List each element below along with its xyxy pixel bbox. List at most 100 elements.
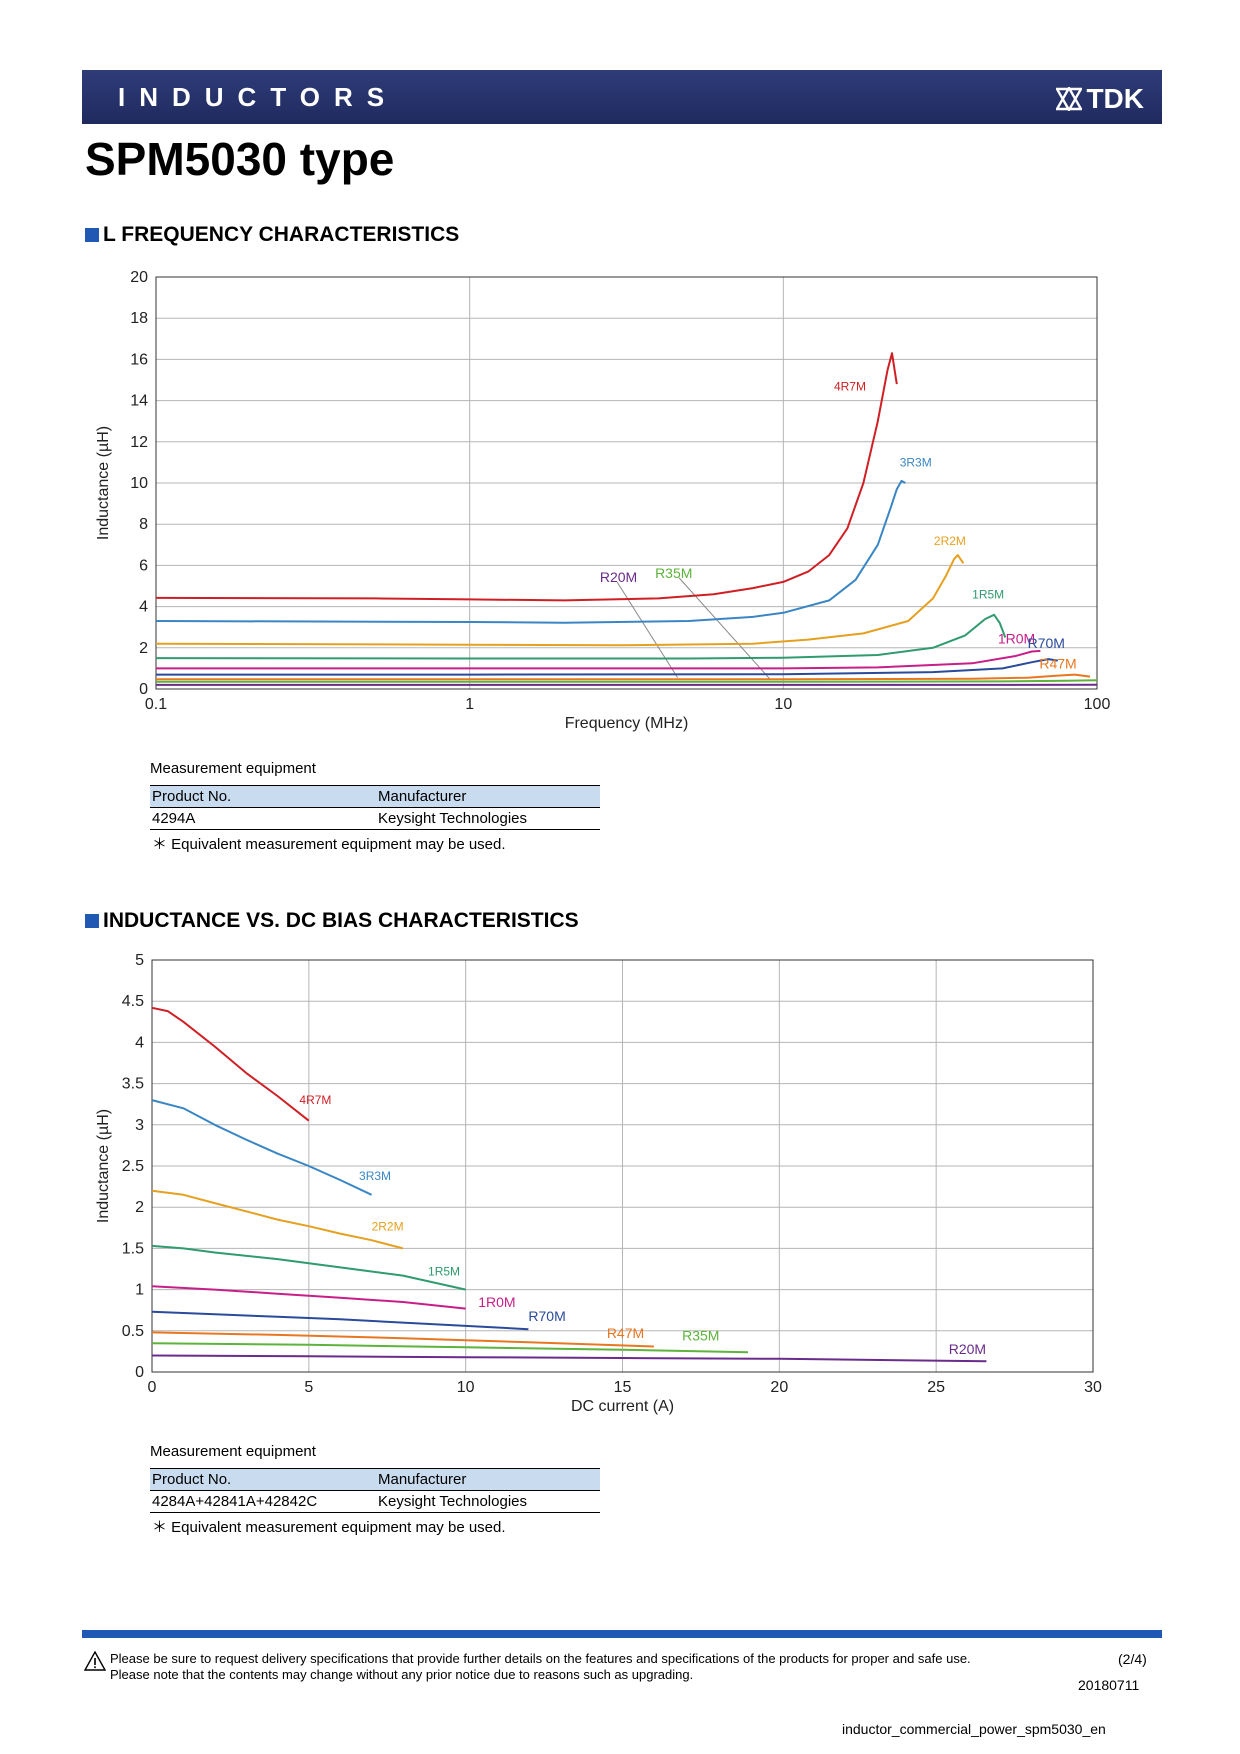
x-tick-label: 100 xyxy=(1084,696,1111,713)
manufacturer-cell: Keysight Technologies xyxy=(376,807,600,830)
series-label-r47m: R47M xyxy=(607,1325,644,1341)
page-title: SPM5030 type xyxy=(85,133,395,185)
equipment-caption: Measurement equipment xyxy=(150,1443,316,1460)
y-tick-label: 12 xyxy=(130,434,148,451)
series-label-r70m: R70M xyxy=(528,1308,565,1324)
footer-notice: Please be sure to request delivery speci… xyxy=(84,1651,971,1683)
notice-line-1: Please be sure to request delivery speci… xyxy=(110,1651,971,1666)
series-line-r70m xyxy=(156,658,1058,676)
document-filename: inductor_commercial_power_spm5030_en xyxy=(842,1721,1106,1737)
series-label-4r7m: 4R7M xyxy=(834,379,866,393)
y-tick-label: 14 xyxy=(130,393,148,410)
y-tick-label: 0 xyxy=(135,1364,144,1381)
y-axis-label: Inductance (µH) xyxy=(95,1109,112,1223)
y-tick-label: 6 xyxy=(139,557,148,574)
dc-bias-chart: 0 0.5 1 1.5 2 2.5 3 3.5 4 4.5 5 0 5 10 15 20 25 30 DC curr… xyxy=(95,952,1102,1415)
series-line-r35m xyxy=(156,679,1098,683)
x-tick-label: 0.1 xyxy=(145,696,167,713)
x-tick-label: 15 xyxy=(614,1379,632,1396)
series-label-1r0m: 1R0M xyxy=(478,1294,515,1310)
series-label-1r0m: 1R0M xyxy=(998,631,1035,647)
table-row: 4284A+42841A+42842C Keysight Technologie… xyxy=(150,1490,600,1513)
y-tick-label: 4.5 xyxy=(122,993,144,1010)
warning-icon xyxy=(84,1651,106,1671)
series-label-4r7m: 4R7M xyxy=(299,1093,331,1107)
series-line-4r7m xyxy=(151,1006,310,1122)
equipment-table: Product No. Manufacturer 4294A Keysight … xyxy=(150,785,600,830)
x-tick-label: 5 xyxy=(304,1379,313,1396)
series-line-r70m xyxy=(151,1310,529,1331)
series-line-3r3m xyxy=(155,479,906,624)
section-title-dc-bias: INDUCTANCE VS. DC BIAS CHARACTERISTICS xyxy=(85,909,579,933)
series-line-1r0m xyxy=(156,649,1041,670)
leader-line xyxy=(616,581,678,678)
series-label-2r2m: 2R2M xyxy=(934,534,966,548)
table-row: 4294A Keysight Technologies xyxy=(150,807,600,830)
series-line-r47m xyxy=(151,1331,654,1348)
x-tick-label: 0 xyxy=(148,1379,157,1396)
series-label-3r3m: 3R3M xyxy=(900,456,932,470)
x-tick-label: 10 xyxy=(774,696,792,713)
series-label-1r5m: 1R5M xyxy=(972,587,1004,601)
series-line-r35m xyxy=(151,1342,749,1354)
header-band: INDUCTORS TDK xyxy=(82,70,1162,124)
series-label-3r3m: 3R3M xyxy=(359,1169,391,1183)
series-label-2r2m: 2R2M xyxy=(372,1219,404,1233)
y-axis-label: Inductance (µH) xyxy=(95,426,112,540)
x-tick-label: 25 xyxy=(927,1379,945,1396)
y-tick-label: 8 xyxy=(139,516,148,533)
y-tick-label: 2.5 xyxy=(122,1158,144,1175)
y-tick-label: 3.5 xyxy=(122,1076,144,1093)
document-date: 20180711 xyxy=(1078,1677,1140,1693)
notice-line-2: Please note that the contents may change… xyxy=(110,1667,694,1682)
frequency-chart: 0 2 4 6 8 10 12 14 16 18 20 0.1 1 10 100 Frequency (MHz… xyxy=(95,269,1111,732)
series-label-r20m: R20M xyxy=(600,569,637,585)
y-tick-label: 0.5 xyxy=(122,1323,144,1340)
plot-frame xyxy=(155,276,1098,690)
series-line-r20m xyxy=(151,1354,987,1363)
page-number: (2/4) xyxy=(1118,1651,1147,1667)
y-tick-label: 3 xyxy=(135,1117,144,1134)
manufacturer-cell: Keysight Technologies xyxy=(376,1490,600,1513)
x-axis-label: Frequency (MHz) xyxy=(565,715,689,732)
footer-bar xyxy=(82,1630,1162,1638)
y-tick-label: 4 xyxy=(135,1034,144,1051)
series-line-1r5m xyxy=(155,613,1007,660)
plot-frame xyxy=(151,959,1094,1373)
series-line-2r2m xyxy=(155,554,965,647)
section-title-text: L FREQUENCY CHARACTERISTICS xyxy=(103,223,460,246)
series-label-r70m: R70M xyxy=(1028,635,1065,651)
series-label-1r5m: 1R5M xyxy=(428,1265,460,1279)
y-tick-label: 2 xyxy=(135,1199,144,1216)
column-header-product: Product No. xyxy=(150,1468,376,1491)
product-cell: 4294A xyxy=(150,807,376,830)
product-cell: 4284A+42841A+42842C xyxy=(150,1490,376,1513)
series-label-r20m: R20M xyxy=(949,1341,986,1357)
section-marker-icon xyxy=(85,228,99,242)
y-tick-label: 1 xyxy=(135,1282,144,1299)
y-tick-label: 16 xyxy=(130,351,148,368)
series-line-4r7m xyxy=(155,352,898,602)
series-line-1r5m xyxy=(151,1244,466,1291)
brand-name: TDK xyxy=(1086,83,1144,114)
y-tick-label: 18 xyxy=(130,310,148,327)
column-header-manufacturer: Manufacturer xyxy=(376,1468,600,1491)
section-marker-icon xyxy=(85,914,99,928)
x-tick-label: 20 xyxy=(770,1379,788,1396)
section-title-frequency: L FREQUENCY CHARACTERISTICS xyxy=(85,223,459,247)
y-tick-label: 1.5 xyxy=(122,1240,144,1257)
series-line-r47m xyxy=(156,673,1091,681)
series-line-3r3m xyxy=(151,1099,373,1196)
equipment-note: ＊ Equivalent measurement equipment may b… xyxy=(152,1519,506,1536)
series-label-r35m: R35M xyxy=(655,565,692,581)
column-header-product: Product No. xyxy=(150,785,376,808)
category-title: INDUCTORS xyxy=(118,82,399,112)
series-line-2r2m xyxy=(151,1189,404,1250)
equipment-note: ＊ Equivalent measurement equipment may b… xyxy=(152,836,506,853)
brand-logo: TDK xyxy=(1056,83,1144,115)
equipment-caption: Measurement equipment xyxy=(150,760,316,777)
series-label-r35m: R35M xyxy=(682,1328,719,1344)
x-tick-label: 1 xyxy=(465,696,474,713)
equipment-table: Product No. Manufacturer 4284A+42841A+42… xyxy=(150,1468,600,1513)
y-tick-label: 10 xyxy=(130,475,148,492)
